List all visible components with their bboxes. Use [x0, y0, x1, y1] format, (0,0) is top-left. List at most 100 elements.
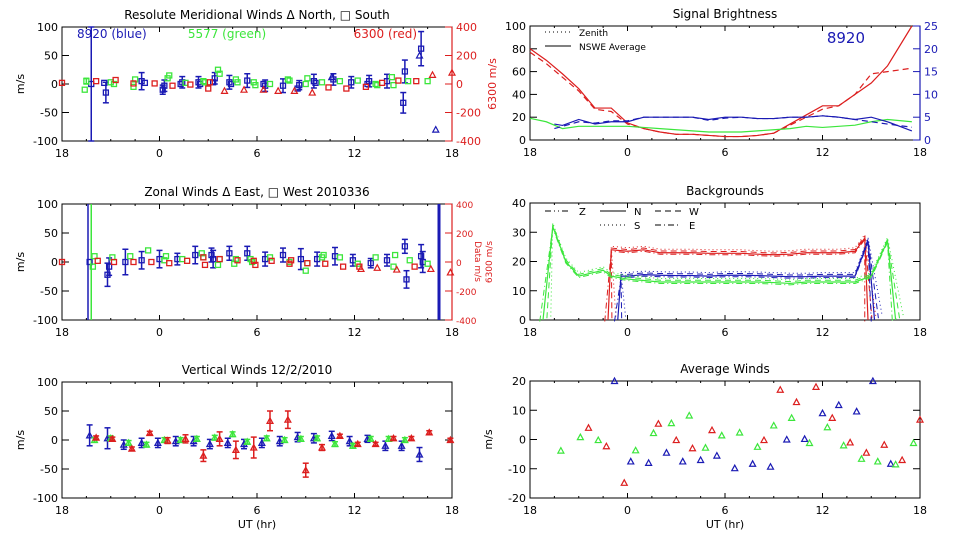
data-point-square [130, 258, 137, 266]
y-tick-label: -50 [40, 285, 58, 298]
data-point-square [83, 78, 90, 85]
data-point-triangle [828, 413, 837, 421]
y-tick-label: 10 [512, 404, 526, 417]
data-point-square [200, 254, 207, 261]
right-y-tick-label: 20 [924, 43, 938, 56]
data-point-triangle [769, 421, 778, 429]
data-point-square [192, 251, 199, 259]
data-point-square [354, 77, 361, 84]
data-point-triangle [594, 435, 603, 444]
data-point-square [92, 78, 100, 85]
data-point-triangle [137, 438, 146, 446]
series-line-dotted [550, 222, 904, 317]
data-point-triangle [712, 451, 721, 459]
data-point-triangle [228, 429, 237, 438]
data-point-triangle [707, 425, 717, 434]
y-tick-label: 100 [505, 20, 526, 33]
data-point-triangle [205, 439, 214, 448]
data-point-square [367, 260, 374, 267]
x-tick-label: 18 [913, 504, 927, 517]
data-point-square [266, 254, 274, 261]
series-line-dashed [546, 224, 901, 319]
data-point-square [325, 84, 332, 91]
x-tick-label: 6 [254, 504, 261, 517]
data-point-square [413, 78, 420, 85]
data-point-square [211, 75, 218, 82]
data-point-triangle [447, 68, 457, 76]
x-tick-label: 0 [624, 504, 631, 517]
data-point-square [401, 243, 409, 250]
data-point-square [214, 261, 222, 269]
data-point-square [131, 76, 139, 83]
data-point-triangle [85, 431, 94, 439]
series-line [529, 117, 912, 133]
y-tick-label: -100 [33, 492, 58, 505]
data-point-square [234, 257, 241, 264]
data-point-triangle [696, 455, 705, 464]
data-point-triangle [353, 439, 362, 448]
data-point-square [304, 260, 311, 267]
data-point-triangle [381, 441, 390, 449]
legend-label: NSWE Average [579, 43, 646, 53]
data-point-triangle [290, 86, 299, 94]
data-point-triangle [231, 445, 240, 453]
right-y-tick-label: 200 [456, 230, 473, 240]
data-point-square [250, 257, 257, 264]
data-point-square [362, 83, 370, 90]
data-point-square [169, 82, 176, 89]
data-point-triangle [556, 446, 565, 454]
data-point-triangle [631, 446, 640, 454]
x-tick-label: 18 [523, 326, 537, 339]
data-point-triangle [800, 434, 809, 443]
data-point-triangle [602, 441, 611, 450]
data-point-triangle [620, 478, 629, 486]
data-point-square [216, 255, 223, 263]
data-point-square [101, 79, 108, 87]
right-y-tick-label: 400 [456, 21, 477, 34]
right-y-tick-label: 0 [456, 78, 463, 91]
data-point-square [336, 78, 344, 85]
data-point-square [206, 79, 214, 86]
data-point-triangle [857, 454, 866, 462]
data-point-triangle [701, 443, 710, 451]
annotation-blue: 8920 (blue) [77, 27, 147, 41]
right-y-tick-label: 15 [924, 66, 938, 79]
chart-meridional: Resolute Meridional Winds Δ North, □ Sou… [14, 8, 499, 160]
chart-vertical: Vertical Winds 12/2/2010 18 0 6 12 18 100 50 0 -5… [14, 363, 459, 531]
data-point-square [102, 89, 110, 96]
chart-title: Resolute Meridional Winds Δ North, □ Sou… [124, 8, 390, 22]
y-tick-label: 100 [37, 376, 58, 389]
data-point-triangle [296, 434, 305, 442]
data-point-square [296, 81, 303, 89]
data-point-triangle [428, 70, 437, 78]
series-line-dash-dot [604, 238, 866, 322]
right-y-tick-label: -200 [456, 107, 481, 120]
y-tick-label: 30 [512, 226, 526, 239]
data-point-triangle [280, 435, 289, 444]
data-point-triangle [431, 125, 440, 133]
x-tick-label: 18 [445, 326, 459, 339]
data-point-triangle [249, 443, 258, 451]
data-point-square [216, 255, 223, 263]
data-point-triangle [576, 432, 585, 441]
data-point-square [424, 78, 431, 85]
data-point-triangle [446, 435, 455, 444]
data-point-square [336, 254, 344, 261]
legend-label: E [689, 221, 695, 232]
data-point-triangle [259, 85, 268, 93]
x-tick-label: 12 [348, 504, 362, 517]
right-y-tick-label: 5 [924, 111, 931, 124]
data-point-triangle [839, 441, 848, 449]
chart-average: Average Winds 18 0 6 12 18 20 10 0 -10 -20 m/s UT (h… [482, 362, 927, 531]
data-point-square [378, 79, 386, 87]
data-point-square [252, 261, 259, 269]
y-tick-label: 10 [512, 285, 526, 298]
data-point-square [391, 251, 399, 259]
data-point-triangle [407, 434, 416, 442]
data-point-square [302, 267, 309, 274]
data-point-square [148, 258, 155, 266]
data-point-triangle [584, 423, 593, 431]
x-tick-label: 0 [624, 146, 631, 159]
